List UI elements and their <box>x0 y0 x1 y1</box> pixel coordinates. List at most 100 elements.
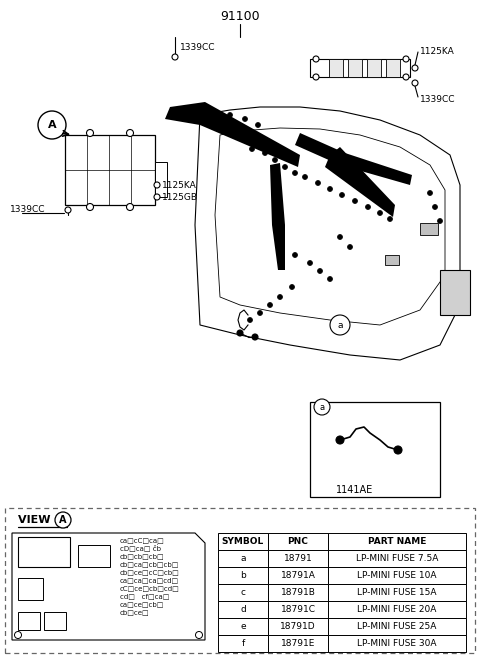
Circle shape <box>313 56 319 62</box>
Text: cb□cb□cb□: cb□cb□cb□ <box>120 553 165 559</box>
Bar <box>18 578 43 600</box>
Text: A: A <box>59 515 67 525</box>
Circle shape <box>154 182 160 188</box>
Text: 1339CC: 1339CC <box>180 43 216 52</box>
Bar <box>328 533 466 550</box>
Circle shape <box>403 74 409 80</box>
Circle shape <box>273 157 277 162</box>
Circle shape <box>172 54 178 60</box>
Circle shape <box>330 315 350 335</box>
Circle shape <box>127 130 133 136</box>
Bar <box>268 635 328 652</box>
Circle shape <box>336 436 344 444</box>
Circle shape <box>255 122 261 128</box>
Text: LP-MINI FUSE 7.5A: LP-MINI FUSE 7.5A <box>356 554 438 563</box>
Text: 18791B: 18791B <box>281 588 315 597</box>
Circle shape <box>252 334 258 340</box>
Circle shape <box>86 204 94 210</box>
Bar <box>60 44 440 497</box>
Text: 1141AE: 1141AE <box>336 485 373 495</box>
Text: SYMBOL: SYMBOL <box>222 537 264 546</box>
Polygon shape <box>215 128 445 325</box>
Text: 1125KA: 1125KA <box>420 48 455 56</box>
Circle shape <box>292 252 298 257</box>
Circle shape <box>365 204 371 210</box>
Text: LP-MINI FUSE 10A: LP-MINI FUSE 10A <box>357 571 437 580</box>
Bar <box>18 537 70 567</box>
Circle shape <box>292 170 298 176</box>
Bar <box>268 584 328 601</box>
Bar <box>18 612 40 630</box>
Text: 91100: 91100 <box>220 10 260 24</box>
Circle shape <box>313 74 319 80</box>
Bar <box>268 550 328 567</box>
Polygon shape <box>325 147 395 217</box>
Text: ca□ca□ca□cd□: ca□ca□ca□cd□ <box>120 577 179 583</box>
Circle shape <box>14 631 22 639</box>
Circle shape <box>263 151 267 155</box>
Bar <box>386 59 400 77</box>
Circle shape <box>387 217 393 221</box>
Bar <box>310 402 440 497</box>
Circle shape <box>237 330 243 336</box>
Text: ca□cC□ca□: ca□cC□ca□ <box>120 537 165 543</box>
Circle shape <box>267 303 273 307</box>
Circle shape <box>55 512 71 528</box>
Circle shape <box>394 446 402 454</box>
Bar <box>348 59 362 77</box>
Text: ca□ce□cb□: ca□ce□cb□ <box>120 601 164 607</box>
Circle shape <box>283 164 288 170</box>
Polygon shape <box>195 107 460 360</box>
Polygon shape <box>12 533 205 640</box>
Circle shape <box>339 193 345 198</box>
Bar <box>218 601 268 618</box>
Bar <box>218 584 268 601</box>
Text: c: c <box>240 588 245 597</box>
Bar <box>218 618 268 635</box>
Circle shape <box>228 113 232 117</box>
Circle shape <box>327 276 333 282</box>
Text: 18791E: 18791E <box>281 639 315 648</box>
Bar <box>0 0 480 505</box>
Text: cb□ce□: cb□ce□ <box>120 609 150 615</box>
Circle shape <box>127 204 133 210</box>
Text: LP-MINI FUSE 15A: LP-MINI FUSE 15A <box>357 588 437 597</box>
Circle shape <box>242 117 248 121</box>
Circle shape <box>348 244 352 250</box>
Bar <box>155 162 167 197</box>
Text: a: a <box>337 320 343 329</box>
Circle shape <box>38 111 66 139</box>
Bar <box>329 59 343 77</box>
Text: 1125GB: 1125GB <box>162 193 198 202</box>
Bar <box>5 508 475 653</box>
Text: 18791C: 18791C <box>280 605 315 614</box>
Circle shape <box>257 134 263 140</box>
Bar <box>218 533 268 550</box>
Circle shape <box>432 204 437 210</box>
Text: b: b <box>240 571 246 580</box>
Circle shape <box>277 295 283 299</box>
Polygon shape <box>165 102 300 167</box>
Polygon shape <box>270 163 285 270</box>
Circle shape <box>403 56 409 62</box>
Circle shape <box>412 65 418 71</box>
Circle shape <box>250 147 254 151</box>
Circle shape <box>437 219 443 223</box>
Bar <box>44 612 66 630</box>
Text: 1339CC: 1339CC <box>420 94 456 103</box>
Text: a: a <box>240 554 246 563</box>
Circle shape <box>86 130 94 136</box>
Circle shape <box>314 399 330 415</box>
Bar <box>310 59 410 77</box>
Text: a: a <box>319 403 324 411</box>
Circle shape <box>154 194 160 200</box>
Bar <box>78 545 110 567</box>
Circle shape <box>257 310 263 316</box>
Bar <box>218 550 268 567</box>
Bar <box>420 223 438 235</box>
Text: VIEW: VIEW <box>18 515 54 525</box>
Bar <box>328 567 466 584</box>
Circle shape <box>337 234 343 240</box>
Bar <box>268 533 328 550</box>
Text: cb□ce□cC□cb□: cb□ce□cC□cb□ <box>120 569 180 575</box>
